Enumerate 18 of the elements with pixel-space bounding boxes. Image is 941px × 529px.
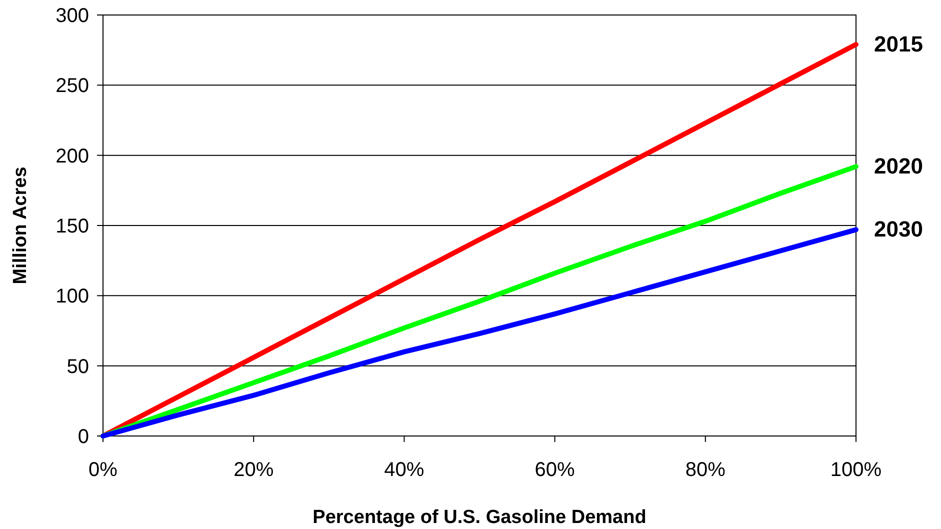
y-tick-label: 300: [56, 5, 89, 27]
y-tick-label: 50: [66, 356, 89, 378]
series-label: 2030: [874, 216, 923, 242]
y-tick-label: 200: [56, 145, 89, 168]
y-tick-label: 0: [78, 426, 89, 448]
y-axis-title: Million Acres: [10, 166, 31, 284]
x-tick-label: 100%: [830, 459, 882, 481]
x-tick-label: 60%: [534, 459, 576, 481]
y-tick-label: 250: [56, 75, 89, 98]
x-axis-title: Percentage of U.S. Gasoline Demand: [312, 507, 646, 528]
x-tick-label: 40%: [384, 459, 424, 481]
series-label: 2015: [874, 31, 923, 56]
x-tick-label: 0%: [88, 459, 118, 481]
x-tick-label: 80%: [685, 459, 726, 481]
y-tick-label: 100: [56, 286, 89, 308]
x-tick-label: 20%: [234, 459, 274, 481]
y-tick-label: 150: [56, 216, 89, 238]
series-label: 2020: [874, 154, 923, 179]
